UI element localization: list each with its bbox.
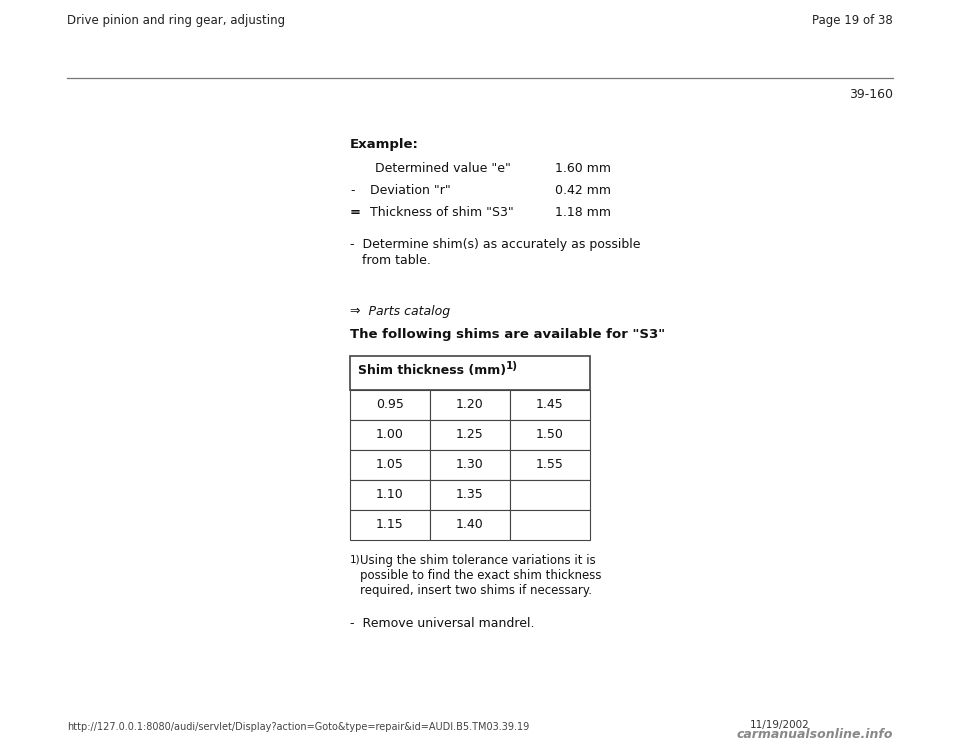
Text: Page 19 of 38: Page 19 of 38 — [812, 14, 893, 27]
Bar — [430, 480, 510, 510]
Text: 1.40: 1.40 — [456, 519, 484, 531]
Bar — [350, 450, 430, 480]
Text: 0.95: 0.95 — [376, 398, 404, 412]
Text: -: - — [350, 184, 354, 197]
Text: Thickness of shim "S3": Thickness of shim "S3" — [370, 206, 514, 219]
Text: -  Remove universal mandrel.: - Remove universal mandrel. — [350, 617, 535, 630]
Text: ⇒  Parts catalog: ⇒ Parts catalog — [350, 305, 450, 318]
Text: from table.: from table. — [350, 254, 431, 267]
Text: 1.20: 1.20 — [456, 398, 484, 412]
Bar — [510, 450, 590, 480]
Text: http://127.0.0.1:8080/audi/servlet/Display?action=Goto&type=repair&id=AUDI.B5.TM: http://127.0.0.1:8080/audi/servlet/Displ… — [67, 722, 529, 732]
Text: 1.30: 1.30 — [456, 459, 484, 471]
Text: 1.00: 1.00 — [376, 428, 404, 441]
Text: -  Determine shim(s) as accurately as possible: - Determine shim(s) as accurately as pos… — [350, 238, 640, 251]
Text: 1.55: 1.55 — [536, 459, 564, 471]
Text: 1): 1) — [350, 554, 361, 564]
Bar — [430, 450, 510, 480]
Bar — [430, 510, 510, 540]
Text: Shim thickness (mm): Shim thickness (mm) — [358, 364, 506, 377]
Bar — [430, 420, 510, 450]
Text: 1.15: 1.15 — [376, 519, 404, 531]
Text: 1.18 mm: 1.18 mm — [555, 206, 611, 219]
Text: required, insert two shims if necessary.: required, insert two shims if necessary. — [360, 584, 592, 597]
Text: 1): 1) — [506, 361, 518, 371]
Bar — [510, 480, 590, 510]
Text: Using the shim tolerance variations it is: Using the shim tolerance variations it i… — [360, 554, 596, 567]
Bar — [350, 480, 430, 510]
Text: 1.25: 1.25 — [456, 428, 484, 441]
Bar — [350, 356, 590, 390]
Text: 1.50: 1.50 — [536, 428, 564, 441]
Text: possible to find the exact shim thickness: possible to find the exact shim thicknes… — [360, 569, 602, 582]
Text: 1.35: 1.35 — [456, 488, 484, 502]
Bar — [510, 420, 590, 450]
Text: The following shims are available for "S3": The following shims are available for "S… — [350, 328, 665, 341]
Text: carmanualsonline.info: carmanualsonline.info — [736, 728, 893, 741]
Bar — [350, 420, 430, 450]
Text: Drive pinion and ring gear, adjusting: Drive pinion and ring gear, adjusting — [67, 14, 285, 27]
Text: Deviation "r": Deviation "r" — [370, 184, 451, 197]
Text: 1.05: 1.05 — [376, 459, 404, 471]
Bar — [510, 510, 590, 540]
Text: Determined value "e": Determined value "e" — [375, 162, 511, 175]
Text: 1.45: 1.45 — [536, 398, 564, 412]
Bar — [510, 390, 590, 420]
Text: 1.60 mm: 1.60 mm — [555, 162, 611, 175]
Text: 0.42 mm: 0.42 mm — [555, 184, 611, 197]
Text: Example:: Example: — [350, 138, 419, 151]
Text: 1.10: 1.10 — [376, 488, 404, 502]
Text: =: = — [350, 206, 361, 219]
Bar — [430, 390, 510, 420]
Text: 11/19/2002: 11/19/2002 — [750, 720, 809, 730]
Bar — [350, 390, 430, 420]
Bar — [350, 510, 430, 540]
Text: 39-160: 39-160 — [849, 88, 893, 101]
